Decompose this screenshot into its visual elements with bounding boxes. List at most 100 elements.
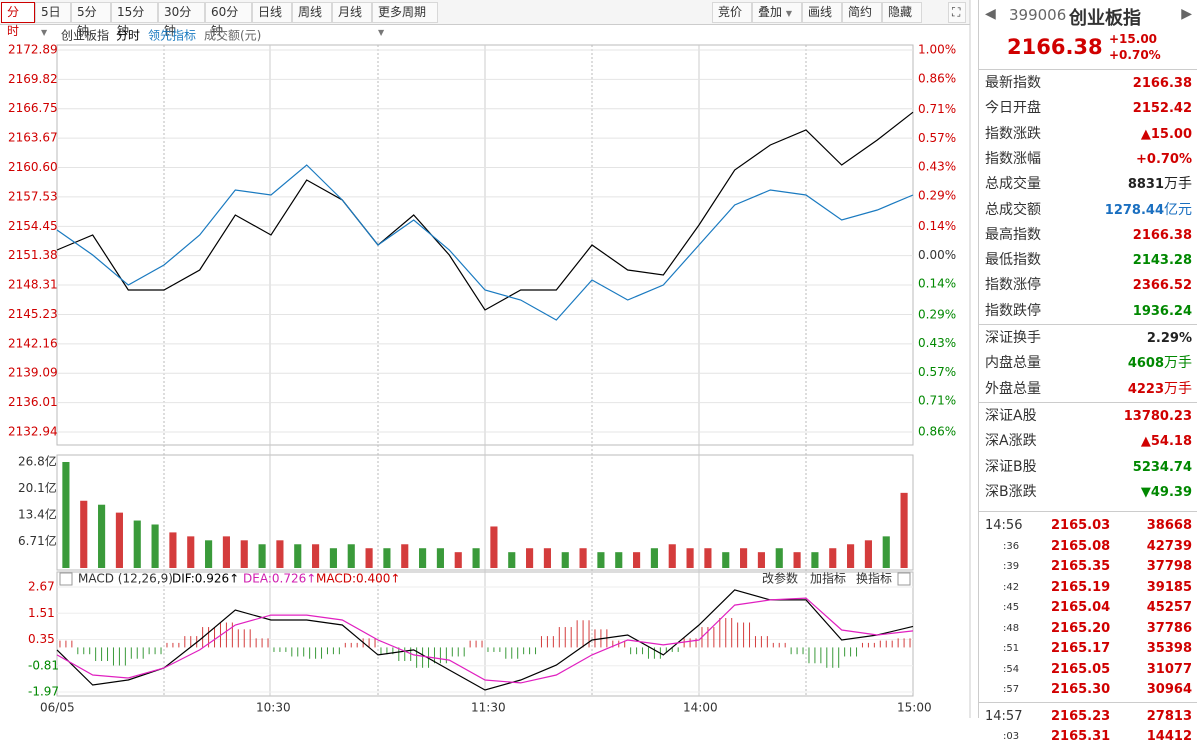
tick-volume: 37786 bbox=[1146, 620, 1192, 636]
volume-bar bbox=[276, 540, 284, 568]
period-tab[interactable]: 5分钟 bbox=[71, 2, 111, 38]
stat-row: 最低指数 2143.28 bbox=[979, 248, 1197, 273]
pct-tick-label: 0.43% bbox=[918, 336, 956, 350]
stat-row: 内盘总量 4608万手 bbox=[979, 351, 1197, 376]
price-tick-label: 2169.82 bbox=[8, 72, 58, 86]
stat-label: 深B涨跌 bbox=[985, 483, 1037, 500]
stat-row: 深B涨跌 ▼49.39 bbox=[979, 480, 1197, 505]
volume-bar bbox=[115, 512, 123, 568]
tick-time: :57 bbox=[1003, 684, 1020, 696]
volume-bar bbox=[704, 548, 712, 568]
volume-bar bbox=[205, 540, 213, 568]
stat-number: 2166.38 bbox=[1132, 227, 1192, 243]
pct-tick-label: 0.86% bbox=[918, 425, 956, 439]
x-tick-label: 11:30 bbox=[471, 701, 506, 715]
tick-time: :51 bbox=[1003, 643, 1020, 655]
tick-time: :45 bbox=[1003, 602, 1020, 614]
period-tab[interactable]: 分时 bbox=[1, 2, 35, 38]
period-tab[interactable]: 更多周期 ▼ bbox=[372, 2, 438, 37]
stat-row: 最新指数 2166.38 bbox=[979, 71, 1197, 96]
volume-bar bbox=[98, 504, 106, 568]
period-tab[interactable]: 月线 bbox=[332, 2, 372, 23]
tool-button[interactable]: 叠加 ▼ bbox=[752, 2, 802, 23]
period-tab[interactable]: 60分钟 bbox=[205, 2, 252, 38]
macd-button[interactable]: 改参数 bbox=[762, 571, 798, 586]
price-tick-label: 2145.23 bbox=[8, 307, 58, 321]
stat-number: ▲15.00 bbox=[1140, 126, 1192, 142]
tool-button[interactable]: 画线 bbox=[802, 2, 842, 23]
volume-bar bbox=[294, 544, 302, 568]
volume-bar bbox=[169, 532, 177, 568]
tick-price: 2165.31 bbox=[1051, 729, 1111, 745]
stat-value: 2166.38 bbox=[1133, 71, 1192, 96]
stat-value: 5234.74 bbox=[1133, 455, 1192, 480]
stat-unit: 万手 bbox=[1164, 176, 1192, 193]
tool-button[interactable]: 隐藏 bbox=[882, 2, 922, 23]
tick-volume: 30964 bbox=[1146, 682, 1192, 698]
price-tick-label: 2148.31 bbox=[8, 278, 58, 292]
macd-tick-label: 2.67 bbox=[28, 580, 55, 594]
stat-label: 深证B股 bbox=[985, 458, 1037, 475]
stat-label: 总成交额 bbox=[985, 201, 1041, 218]
volume-bar bbox=[847, 544, 855, 568]
tick-volume: 35398 bbox=[1146, 641, 1192, 657]
volume-bar bbox=[561, 552, 569, 568]
tick-time: :48 bbox=[1003, 622, 1020, 634]
stat-number: 5234.74 bbox=[1132, 459, 1192, 475]
stat-number: 2.29% bbox=[1146, 331, 1192, 346]
volume-bar bbox=[436, 548, 444, 568]
stat-row: 指数涨幅 +0.70% bbox=[979, 147, 1197, 172]
stat-number: +0.70% bbox=[1136, 151, 1192, 167]
macd-button[interactable]: 加指标 bbox=[810, 571, 846, 586]
tick-row: :42 2165.19 39185 bbox=[979, 577, 1197, 598]
stat-value: 1278.44亿元 bbox=[1105, 198, 1192, 223]
macd-button[interactable]: 换指标 bbox=[856, 571, 892, 586]
prev-arrow[interactable]: ◀ bbox=[985, 6, 996, 22]
quote-panel: ◀ 399006 创业板指 ▶ 2166.38 +15.00 +0.70% 最新指数 2166.… bbox=[978, 0, 1197, 744]
stat-label: 今日开盘 bbox=[985, 100, 1041, 117]
stat-number: 2143.28 bbox=[1132, 253, 1192, 269]
tool-button[interactable]: 竞价 bbox=[712, 2, 752, 23]
quote-price: 2166.38 bbox=[1007, 35, 1103, 59]
quote-change-pct: +0.70% bbox=[1109, 48, 1161, 62]
volume-bar bbox=[329, 548, 337, 568]
tick-price: 2165.23 bbox=[1051, 708, 1111, 724]
tick-time: :36 bbox=[1003, 540, 1020, 552]
price-tick-label: 2142.16 bbox=[8, 336, 58, 350]
legend-item: 成交额(元) bbox=[204, 28, 261, 43]
tick-price: 2165.08 bbox=[1051, 538, 1111, 554]
period-tab[interactable]: 30分钟 bbox=[158, 2, 205, 38]
tick-price: 2165.30 bbox=[1051, 682, 1111, 698]
stat-label: 深证换手 bbox=[985, 330, 1041, 346]
volume-bar bbox=[882, 536, 890, 568]
next-arrow[interactable]: ▶ bbox=[1181, 6, 1192, 22]
macd-tick-label: -0.81 bbox=[28, 658, 59, 672]
volume-tick-label: 13.4亿 bbox=[18, 507, 57, 522]
stat-row: 总成交量 8831万手 bbox=[979, 172, 1197, 197]
volume-bar bbox=[722, 552, 730, 568]
volume-bar bbox=[347, 544, 355, 568]
pct-tick-label: 0.29% bbox=[918, 307, 956, 321]
volume-bar bbox=[62, 462, 70, 568]
legend-item: 创业板指 bbox=[61, 28, 109, 43]
tool-button[interactable]: 简约 bbox=[842, 2, 882, 23]
separator bbox=[979, 324, 1197, 325]
period-tab[interactable]: 15分钟 bbox=[111, 2, 158, 38]
stat-unit: 万手 bbox=[1164, 355, 1192, 372]
pct-tick-label: 0.00% bbox=[918, 248, 956, 262]
tick-row: :39 2165.35 37798 bbox=[979, 556, 1197, 577]
stat-unit: 万手 bbox=[1164, 380, 1192, 397]
period-tab[interactable]: 周线 bbox=[292, 2, 332, 23]
tick-price: 2165.04 bbox=[1051, 600, 1111, 616]
volume-bar bbox=[633, 552, 641, 568]
expand-button[interactable]: ⛶ bbox=[948, 2, 966, 23]
stat-value: ▲15.00 bbox=[1141, 122, 1192, 147]
separator bbox=[979, 701, 1197, 703]
pct-tick-label: 0.57% bbox=[918, 365, 956, 379]
stat-value: 8831万手 bbox=[1128, 172, 1192, 197]
volume-bar bbox=[757, 552, 765, 568]
volume-bar bbox=[419, 548, 427, 568]
period-tab[interactable]: 5日 ▼ bbox=[35, 2, 71, 37]
period-tab[interactable]: 日线 bbox=[252, 2, 292, 23]
